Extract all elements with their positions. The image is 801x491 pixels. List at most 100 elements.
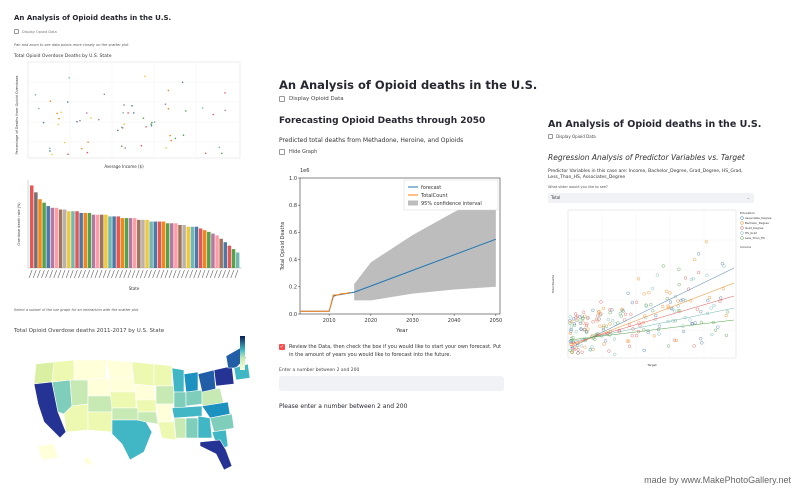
scatter-point[interactable] [170, 139, 172, 142]
regression-point[interactable] [636, 277, 641, 281]
scatter-point[interactable] [79, 119, 81, 122]
bar[interactable] [46, 206, 50, 268]
regression-point[interactable] [568, 331, 572, 335]
bar[interactable] [71, 211, 75, 268]
regression-point[interactable] [574, 330, 578, 334]
scatter-point[interactable] [87, 141, 89, 143]
bar[interactable] [79, 212, 83, 268]
scatter-point[interactable] [56, 112, 58, 115]
regression-point[interactable] [569, 339, 573, 343]
regression-point[interactable] [596, 332, 601, 336]
bar[interactable] [58, 209, 63, 268]
regression-point[interactable] [569, 329, 573, 333]
regression-point[interactable] [621, 309, 625, 313]
scatter-point[interactable] [218, 146, 221, 149]
checkbox-icon[interactable] [548, 134, 553, 139]
scatter-point[interactable] [151, 121, 153, 124]
checkbox-icon[interactable] [14, 29, 19, 34]
bar[interactable] [120, 218, 125, 268]
bar[interactable] [219, 238, 223, 268]
regression-point[interactable] [687, 287, 691, 291]
bar[interactable] [149, 221, 153, 268]
regression-point[interactable] [642, 292, 646, 296]
scatter-point[interactable] [212, 113, 215, 116]
regression-point[interactable] [695, 307, 699, 311]
regression-point[interactable] [576, 343, 580, 347]
regression-point[interactable] [595, 317, 599, 321]
scatter-point[interactable] [153, 121, 156, 123]
regression-point[interactable] [573, 312, 578, 316]
regression-point[interactable] [570, 350, 574, 354]
bar[interactable] [235, 252, 240, 268]
bar[interactable] [62, 209, 67, 268]
scatter-point[interactable] [184, 110, 187, 112]
regression-point[interactable] [578, 319, 582, 323]
regression-point[interactable] [599, 312, 603, 316]
scatter-point[interactable] [42, 121, 45, 124]
regression-point[interactable] [719, 296, 723, 300]
state-bar-chart[interactable]: Overdose death rate (%) State [14, 176, 244, 294]
regression-point[interactable] [579, 344, 584, 348]
bar[interactable] [108, 216, 112, 268]
scatter-point[interactable] [123, 104, 125, 106]
bar[interactable] [145, 219, 149, 268]
regression-point[interactable] [697, 270, 701, 275]
regression-point[interactable] [665, 296, 669, 301]
bar[interactable] [95, 214, 100, 268]
regression-point[interactable] [598, 324, 602, 328]
regression-point[interactable] [607, 349, 611, 353]
bar[interactable] [34, 192, 38, 268]
scatter-point[interactable] [68, 76, 71, 79]
regression-point[interactable] [689, 277, 693, 282]
years-input[interactable] [279, 376, 504, 391]
regression-point[interactable] [584, 330, 589, 334]
regression-point[interactable] [697, 252, 701, 256]
bar[interactable] [91, 214, 96, 268]
scatter-point[interactable] [51, 153, 53, 156]
slider-select[interactable]: Total ⌄ [548, 193, 754, 203]
scatter-point[interactable] [142, 117, 145, 119]
regression-point[interactable] [649, 303, 653, 307]
regression-point[interactable] [584, 323, 589, 328]
regression-point[interactable] [583, 345, 587, 349]
scatter-point[interactable] [165, 147, 167, 149]
regression-point[interactable] [693, 257, 697, 262]
regression-point[interactable] [572, 322, 576, 326]
regression-point[interactable] [676, 299, 680, 303]
scatter-point[interactable] [120, 126, 123, 129]
scatter-point[interactable] [90, 117, 92, 119]
scatter-point[interactable] [164, 103, 167, 106]
regression-point[interactable] [598, 313, 602, 317]
scatter-point[interactable] [76, 120, 78, 123]
regression-point[interactable] [610, 308, 614, 312]
regression-point[interactable] [672, 338, 677, 342]
regression-point[interactable] [582, 328, 586, 332]
bar[interactable] [83, 212, 88, 268]
display-data-checkbox[interactable]: Display Opioid Data [548, 134, 596, 139]
regression-point[interactable] [683, 276, 688, 280]
scatter-point[interactable] [120, 145, 123, 147]
bar[interactable] [116, 216, 120, 268]
regression-point[interactable] [608, 322, 612, 326]
scatter-point[interactable] [66, 101, 69, 103]
regression-point[interactable] [683, 315, 687, 320]
regression-point[interactable] [601, 326, 606, 330]
regression-point[interactable] [579, 327, 583, 331]
bar[interactable] [42, 202, 46, 268]
regression-point[interactable] [578, 321, 583, 325]
regression-point[interactable] [641, 321, 645, 325]
regression-point[interactable] [596, 314, 600, 318]
scatter-point[interactable] [122, 111, 124, 114]
bar[interactable] [157, 221, 162, 268]
regression-point[interactable] [608, 311, 612, 315]
regression-point[interactable] [616, 321, 620, 325]
regression-point[interactable] [699, 310, 703, 314]
regression-point[interactable] [699, 337, 703, 341]
regression-point[interactable] [637, 321, 641, 325]
review-checkbox[interactable]: ✓ Review the Data, then check the box if… [279, 343, 507, 359]
regression-point[interactable] [574, 318, 578, 322]
regression-point[interactable] [668, 291, 672, 295]
scatter-point[interactable] [181, 81, 184, 84]
regression-point[interactable] [646, 331, 650, 335]
bar[interactable] [38, 199, 42, 268]
